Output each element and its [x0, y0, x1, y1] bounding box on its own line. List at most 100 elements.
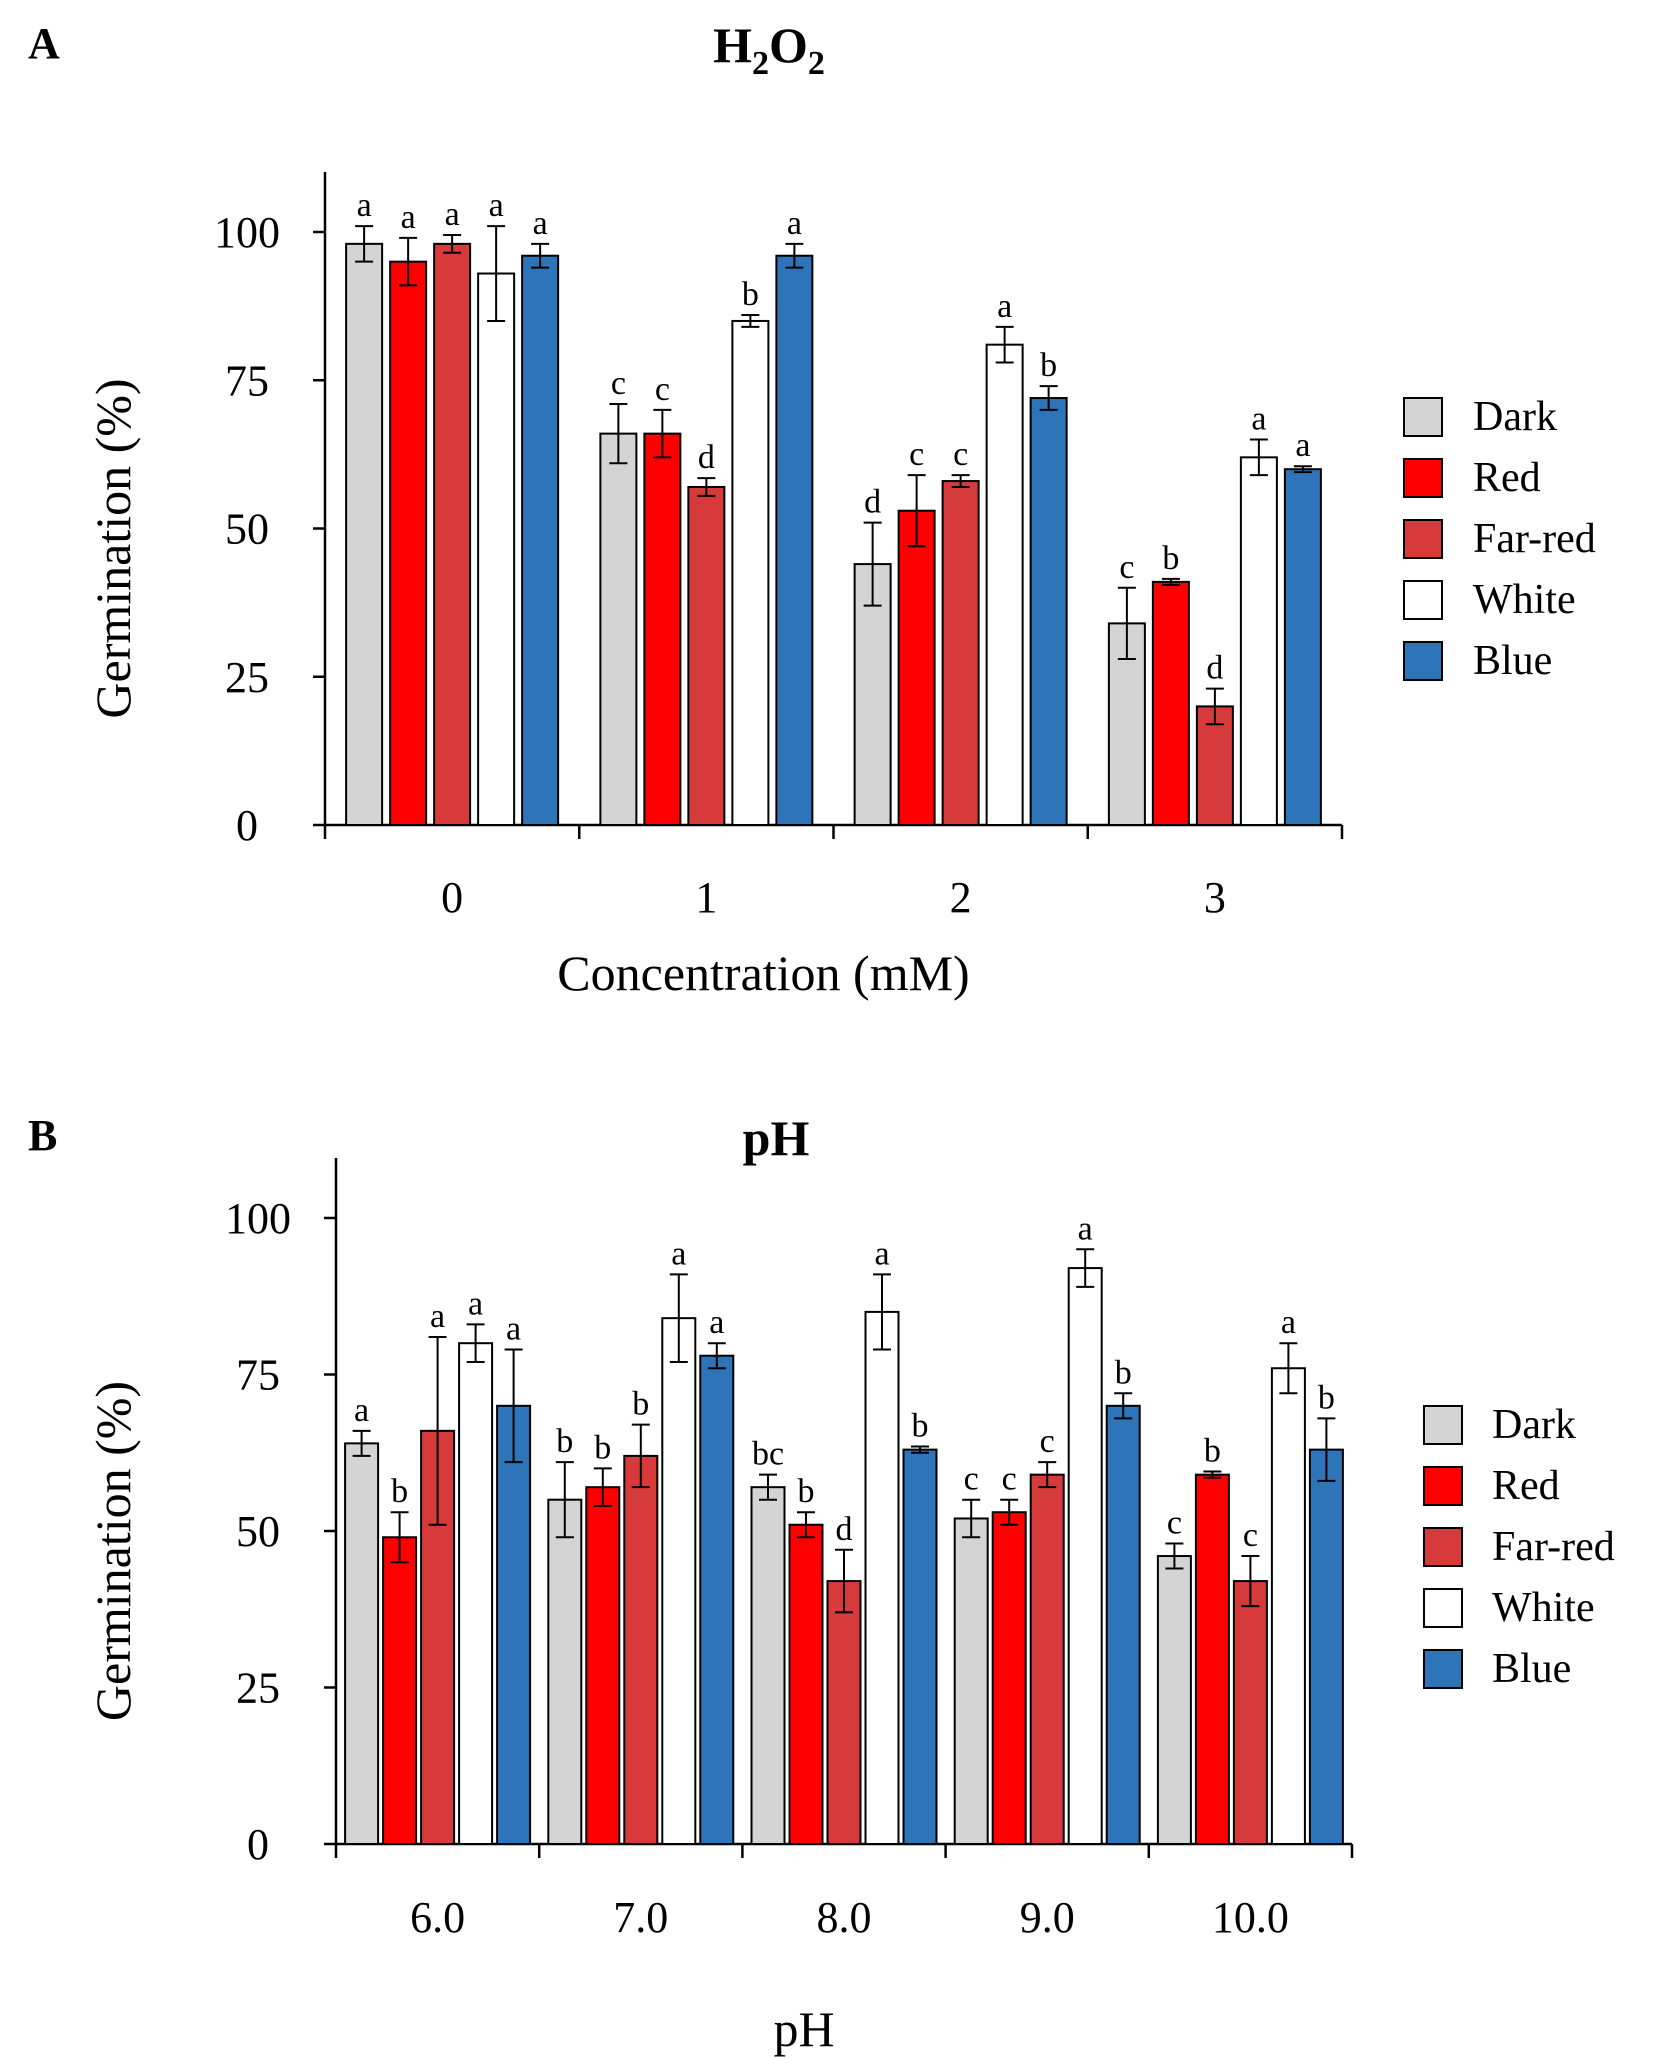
significance-label: d: [836, 1511, 853, 1548]
bar-red-2: [897, 509, 936, 826]
bar-red-3: [1151, 580, 1190, 826]
panel-label: B: [28, 1111, 57, 1160]
significance-label: a: [997, 288, 1012, 325]
y-tick-label: 0: [236, 801, 258, 850]
significance-label: b: [594, 1429, 611, 1466]
bar-far-red-8.0: [826, 1580, 862, 1845]
significance-label: a: [357, 187, 372, 224]
legend-swatch-red: [1403, 458, 1443, 498]
legend-label-far-red: Far-red: [1473, 516, 1596, 562]
significance-label: a: [1251, 401, 1266, 438]
significance-label: b: [1115, 1354, 1132, 1391]
significance-label: c: [1040, 1423, 1055, 1460]
y-tick-label: 75: [236, 1351, 280, 1400]
bar-white-10.0: [1270, 1367, 1306, 1845]
bar-red-10.0: [1194, 1473, 1230, 1846]
bar-white-2: [985, 343, 1024, 826]
bar-dark-7.0: [547, 1498, 583, 1845]
legend-label-white: White: [1492, 1585, 1595, 1631]
x-tick-label: 8.0: [817, 1893, 872, 1942]
bar-red-0: [389, 260, 428, 826]
x-tick-label: 1: [695, 873, 717, 922]
bar-red-1: [643, 432, 682, 826]
bar-white-3: [1239, 456, 1278, 826]
significance-label: b: [1162, 540, 1179, 577]
legend-swatch-blue: [1423, 1649, 1463, 1689]
legend-label-white: White: [1473, 577, 1576, 623]
x-axis-title: Concentration (mM): [557, 945, 969, 1001]
bar-dark-0: [345, 242, 384, 827]
significance-label: a: [506, 1310, 521, 1347]
bar-white-8.0: [864, 1310, 900, 1845]
significance-label: a: [354, 1392, 369, 1429]
y-axis-title: Germination (%): [85, 378, 141, 718]
bar-far-red-9.0: [1029, 1473, 1065, 1846]
significance-label: b: [912, 1407, 929, 1444]
y-tick-label: 50: [236, 1507, 280, 1556]
bar-red-9.0: [991, 1511, 1027, 1845]
significance-label: a: [1078, 1210, 1093, 1247]
bar-blue-1: [775, 254, 814, 827]
x-tick-label: 10.0: [1212, 1893, 1289, 1942]
bar-far-red-3: [1195, 705, 1234, 827]
bar-white-1: [731, 319, 770, 826]
significance-label: c: [611, 365, 626, 402]
significance-label: a: [671, 1235, 686, 1272]
bar-blue-0: [521, 254, 560, 827]
legend-label-blue: Blue: [1473, 638, 1552, 684]
bar-blue-8.0: [902, 1448, 938, 1845]
y-tick-label: 75: [225, 356, 269, 405]
significance-label: a: [468, 1285, 483, 1322]
legend-swatch-far-red: [1403, 519, 1443, 559]
legend-swatch-white: [1423, 1588, 1463, 1628]
legend: Dark Red Far-red White Blue: [1403, 394, 1596, 684]
significance-label: d: [864, 484, 881, 521]
y-tick-label: 25: [225, 653, 269, 702]
bar-blue-6.0: [496, 1404, 532, 1846]
x-tick-label: 2: [950, 873, 972, 922]
x-tick-label: 0: [441, 873, 463, 922]
bar-dark-9.0: [953, 1517, 989, 1845]
significance-label: c: [1243, 1517, 1258, 1554]
significance-label: c: [1002, 1461, 1017, 1498]
significance-label: b: [556, 1423, 573, 1460]
chart-title: pH: [743, 1110, 810, 1166]
significance-label: c: [1167, 1505, 1182, 1542]
legend: Dark Red Far-red White Blue: [1423, 1402, 1615, 1692]
bar-blue-10.0: [1308, 1448, 1344, 1845]
significance-label: c: [1119, 549, 1134, 586]
x-tick-label: 9.0: [1020, 1893, 1075, 1942]
legend-swatch-blue: [1403, 641, 1443, 681]
significance-label: b: [798, 1473, 815, 1510]
legend-swatch-dark: [1423, 1405, 1463, 1445]
bar-white-6.0: [458, 1342, 494, 1845]
significance-label: d: [1206, 650, 1223, 687]
x-tick-label: 6.0: [410, 1893, 465, 1942]
bar-blue-2: [1029, 397, 1068, 826]
x-axis-title: pH: [773, 2001, 834, 2057]
significance-label: b: [742, 276, 759, 313]
y-axis-title: Germination (%): [85, 1381, 141, 1721]
y-tick-label: 100: [214, 208, 280, 257]
legend-swatch-white: [1403, 580, 1443, 620]
bar-blue-3: [1283, 468, 1322, 826]
significance-label: b: [391, 1473, 408, 1510]
significance-label: a: [533, 205, 548, 242]
significance-label: bc: [752, 1436, 784, 1473]
legend-swatch-dark: [1403, 397, 1443, 437]
significance-label: a: [1295, 427, 1310, 464]
bar-blue-7.0: [699, 1354, 735, 1845]
legend-label-red: Red: [1473, 455, 1541, 501]
legend-label-dark: Dark: [1473, 394, 1557, 440]
bar-far-red-7.0: [623, 1454, 659, 1845]
significance-label: a: [709, 1304, 724, 1341]
bar-far-red-10.0: [1232, 1580, 1268, 1845]
legend-label-red: Red: [1492, 1463, 1560, 1509]
bar-red-7.0: [585, 1486, 621, 1846]
bar-dark-1: [599, 432, 638, 826]
y-tick-label: 50: [225, 505, 269, 554]
bar-red-8.0: [788, 1523, 824, 1845]
bar-far-red-0: [433, 242, 472, 827]
significance-label: a: [401, 199, 416, 236]
